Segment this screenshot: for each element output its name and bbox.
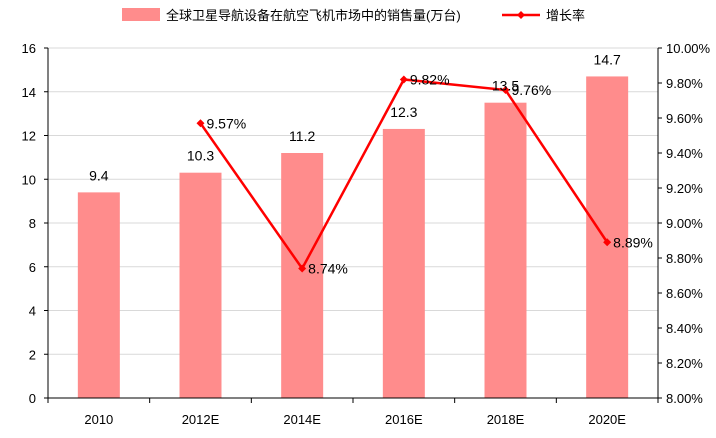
- y-left-tick-label: 0: [29, 391, 36, 406]
- y-left-tick-label: 10: [22, 172, 36, 187]
- growth-data-label: 8.89%: [613, 234, 653, 250]
- x-tick-label: 2010: [84, 412, 113, 427]
- growth-data-label: 8.74%: [308, 261, 348, 277]
- bar: [382, 128, 425, 398]
- x-tick-label: 2012E: [182, 412, 220, 427]
- bar: [179, 172, 222, 398]
- axes: 0 2 4 6 8 10 12 14 16 8.00% 8.20% 8.40% 8.60% 8.80% 9.…: [22, 41, 711, 427]
- bar: [586, 76, 629, 398]
- growth-marker: [196, 119, 205, 128]
- bar: [484, 102, 527, 398]
- growth-marker: [298, 264, 307, 273]
- y-right-tick-label: 8.40%: [666, 321, 703, 336]
- y-right-tick-label: 8.60%: [666, 286, 703, 301]
- bar-data-label: 14.7: [594, 51, 621, 67]
- legend: 全球卫星导航设备在航空飞机市场中的销售量(万台) 增长率: [122, 8, 585, 23]
- y-right-tick-label: 9.20%: [666, 181, 703, 196]
- y-left-tick-label: 14: [22, 85, 36, 100]
- growth-data-label: 9.76%: [512, 82, 552, 98]
- y-left-tick-label: 12: [22, 129, 36, 144]
- bar-data-label: 10.3: [187, 148, 214, 164]
- bar-data-label: 12.3: [390, 104, 417, 120]
- bar: [281, 153, 324, 398]
- y-right-tick-label: 9.60%: [666, 111, 703, 126]
- y-left-tick-label: 8: [29, 216, 36, 231]
- y-right-tick-label: 10.00%: [666, 41, 711, 56]
- growth-marker: [399, 75, 408, 84]
- legend-bar-swatch: [122, 8, 160, 21]
- y-left-tick-label: 16: [22, 41, 36, 56]
- y-right-tick-label: 8.00%: [666, 391, 703, 406]
- x-tick-label: 2018E: [487, 412, 525, 427]
- gridlines: [48, 47, 658, 355]
- bar-series: [77, 76, 629, 398]
- y-right-tick-label: 9.80%: [666, 76, 703, 91]
- legend-line-label: 增长率: [546, 8, 585, 23]
- growth-data-label: 9.57%: [207, 115, 247, 131]
- data-labels: 9.4 10.3 11.2 12.3 13.5 14.7 9.57% 8.74% 9.82% 9.…: [89, 51, 653, 276]
- y-left-tick-label: 6: [29, 260, 36, 275]
- bar-data-label: 11.2: [289, 128, 315, 144]
- y-right-tick-label: 9.40%: [666, 146, 703, 161]
- y-right-tick-label: 9.00%: [666, 216, 703, 231]
- legend-bar-label: 全球卫星导航设备在航空飞机市场中的销售量(万台): [166, 8, 461, 23]
- y-right-tick-label: 8.20%: [666, 356, 703, 371]
- growth-marker: [501, 86, 510, 94]
- growth-data-label: 9.82%: [410, 72, 450, 88]
- x-tick-label: 2014E: [283, 412, 321, 427]
- line-series: [196, 75, 612, 273]
- growth-marker: [603, 238, 612, 247]
- y-left-tick-label: 4: [29, 304, 36, 319]
- bar: [77, 192, 120, 398]
- x-tick-label: 2016E: [385, 412, 423, 427]
- x-tick-label: 2020E: [588, 412, 626, 427]
- bar-data-label: 9.4: [89, 167, 109, 183]
- bar-data-label: 13.5: [492, 78, 519, 94]
- legend-line-marker: [517, 11, 525, 19]
- y-left-tick-label: 2: [29, 347, 36, 362]
- y-right-tick-label: 8.80%: [666, 251, 703, 266]
